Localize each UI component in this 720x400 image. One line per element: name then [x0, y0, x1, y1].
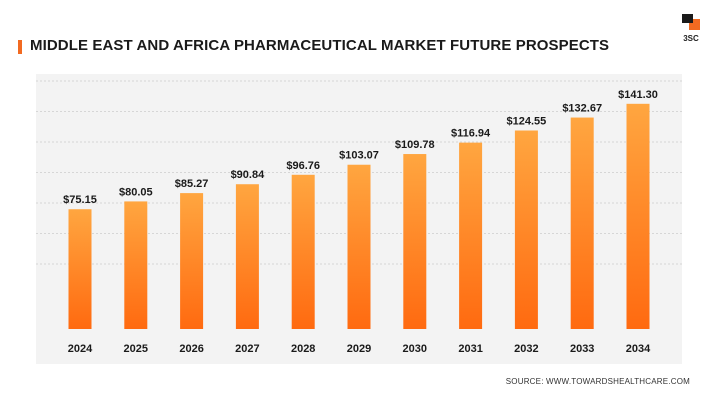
bar-2030	[403, 154, 427, 329]
data-label-2034: $141.30	[618, 89, 658, 101]
bar-2028	[291, 174, 315, 329]
data-label-2032: $124.55	[507, 115, 547, 127]
bar-2024	[68, 209, 92, 329]
x-tick-2028: 2028	[291, 343, 315, 355]
data-label-2028: $96.76	[286, 160, 320, 172]
chart-panel: $75.15 $80.05 $85.27 $90.84 $96.76 $103.07 $10…	[36, 74, 682, 364]
data-label-2033: $132.67	[562, 103, 602, 115]
brand-logo: 3SC	[676, 14, 706, 54]
bar-2034	[626, 103, 650, 329]
bar-2025	[124, 201, 148, 329]
data-label-2024: $75.15	[63, 194, 97, 206]
data-label-2025: $80.05	[119, 186, 153, 198]
source-note: SOURCE: WWW.TOWARDSHEALTHCARE.COM	[505, 377, 690, 386]
bar-2031	[459, 142, 483, 329]
x-tick-2030: 2030	[403, 343, 427, 355]
x-tick-2031: 2031	[458, 343, 482, 355]
data-label-2031: $116.94	[451, 128, 491, 140]
bar-2033	[570, 117, 594, 329]
x-tick-2027: 2027	[235, 343, 259, 355]
data-label-2029: $103.07	[339, 150, 379, 162]
data-label-2030: $109.78	[395, 139, 435, 151]
bar-2029	[347, 164, 371, 329]
x-tick-2032: 2032	[514, 343, 538, 355]
data-labels: $75.15 $80.05 $85.27 $90.84 $96.76 $103.07 $10…	[63, 89, 658, 206]
logo-icon	[682, 14, 700, 30]
x-tick-2033: 2033	[570, 343, 594, 355]
x-tick-2029: 2029	[347, 343, 371, 355]
bar-chart: $75.15 $80.05 $85.27 $90.84 $96.76 $103.07 $10…	[36, 80, 682, 355]
bar-2026	[180, 193, 204, 329]
x-tick-2034: 2034	[626, 343, 651, 355]
x-tick-2024: 2024	[68, 343, 93, 355]
bars	[68, 103, 650, 329]
x-tick-2025: 2025	[124, 343, 148, 355]
bar-2032	[514, 130, 538, 329]
x-tick-2026: 2026	[179, 343, 203, 355]
bar-2027	[235, 184, 259, 329]
logo-text: 3SC	[683, 34, 699, 43]
chart-title: MIDDLE EAST AND AFRICA PHARMACEUTICAL MA…	[30, 37, 610, 54]
title-accent-bar	[18, 40, 22, 54]
data-label-2026: $85.27	[175, 178, 209, 190]
x-axis-ticks: 2024 2025 2026 2027 2028 2029 2030 2031 2032 2033…	[68, 343, 651, 355]
data-label-2027: $90.84	[231, 169, 266, 181]
